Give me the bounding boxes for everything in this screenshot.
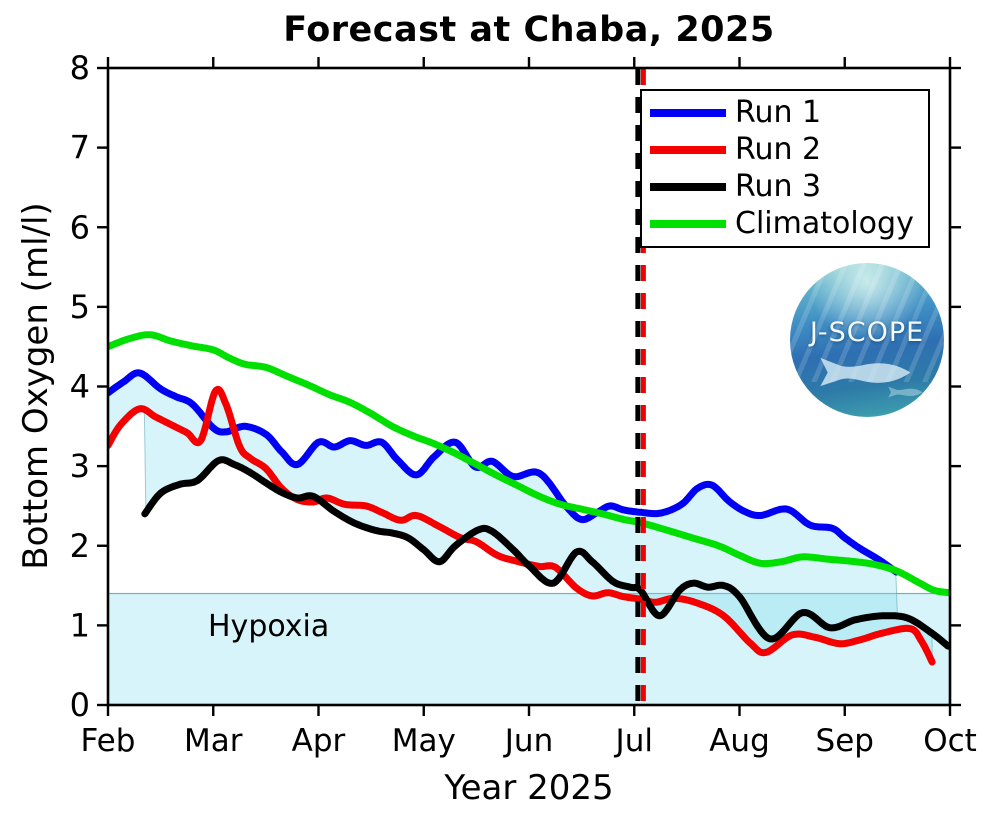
jscope-logo: J-SCOPE	[790, 263, 944, 417]
legend-item-climatology: Climatology	[650, 206, 920, 242]
x-tick-label: Jul	[614, 723, 653, 759]
x-tick-label: Mar	[184, 723, 243, 759]
line-run-2	[107, 385, 936, 666]
legend: Run 1 Run 2 Run 3 Climatology	[640, 89, 930, 248]
y-tick-label: 3	[70, 447, 90, 485]
chart-title: Forecast at Chaba, 2025	[283, 10, 775, 50]
x-tick-label: Jun	[503, 723, 553, 759]
run3-line-swatch	[650, 182, 726, 191]
fish-icon	[819, 357, 910, 386]
x-axis-label: Year 2025	[444, 768, 614, 808]
x-tick-label: Aug	[709, 723, 770, 759]
x-tick-label: Oct	[923, 723, 977, 759]
y-tick-label: 2	[70, 527, 90, 565]
legend-label-run2: Run 2	[735, 132, 822, 168]
logo-text: J-SCOPE	[809, 316, 925, 348]
y-tick-label: 8	[70, 49, 90, 87]
legend-label-run1: Run 1	[735, 95, 822, 131]
y-tick-label: 7	[70, 129, 90, 167]
hypoxia-annotation: Hypoxia	[208, 609, 330, 644]
x-tick-label: Sep	[816, 723, 874, 759]
legend-label-run3: Run 3	[735, 168, 822, 204]
x-tick-label: May	[392, 723, 456, 759]
legend-item-run2: Run 2	[650, 132, 920, 168]
underwater-light-rays	[790, 263, 944, 382]
y-tick-label: 4	[70, 368, 90, 406]
run2-line-swatch	[650, 146, 726, 155]
y-tick-label: 5	[70, 288, 90, 326]
run1-line-swatch	[650, 109, 726, 118]
y-tick-label: 1	[70, 606, 90, 644]
y-tick-label: 6	[70, 208, 90, 246]
legend-label-climatology: Climatology	[735, 205, 914, 241]
legend-item-run1: Run 1	[650, 95, 920, 131]
y-tick-label: 0	[70, 686, 90, 724]
x-tick-label: Apr	[292, 723, 346, 759]
line-run-3	[141, 456, 951, 650]
line-climatology	[107, 331, 951, 597]
small-fish-icon	[888, 386, 924, 398]
x-tick-label: Feb	[81, 723, 136, 759]
data-layer	[107, 69, 951, 706]
y-axis-label: Bottom Oxygen (ml/l)	[16, 202, 56, 570]
climatology-line-swatch	[650, 219, 726, 228]
legend-item-run3: Run 3	[650, 169, 920, 205]
